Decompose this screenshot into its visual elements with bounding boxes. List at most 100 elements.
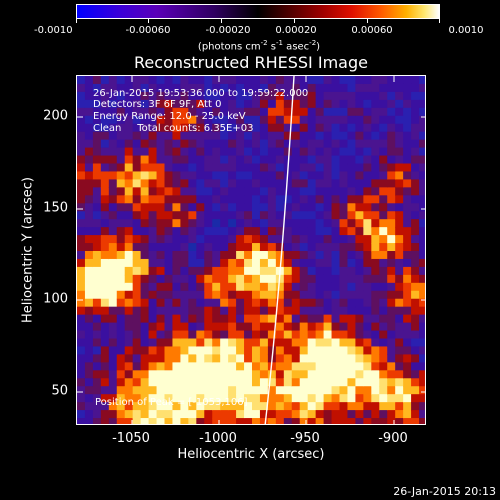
heatmap-cell <box>339 211 349 220</box>
heatmap-cell <box>403 107 412 117</box>
heatmap-cell <box>259 346 269 355</box>
heatmap-cell <box>403 322 412 332</box>
heatmap-cell <box>323 322 333 332</box>
heatmap-cell <box>252 322 261 332</box>
heatmap-cell <box>387 386 396 395</box>
heatmap-cell <box>220 139 229 149</box>
heatmap-cell <box>212 139 221 149</box>
heatmap-cell <box>92 76 102 85</box>
heatmap-cell <box>315 402 325 411</box>
heatmap-cell <box>379 410 388 419</box>
heatmap-cell <box>371 306 380 316</box>
heatmap-cell <box>100 179 110 188</box>
heatmap-cell <box>140 394 150 403</box>
heatmap-cell <box>156 298 166 308</box>
x-tick-label: -1000 <box>199 431 237 446</box>
heatmap-cell <box>299 155 309 165</box>
colorbar-tick <box>148 19 149 23</box>
heatmap-cell <box>331 394 341 403</box>
heatmap-cell <box>355 298 364 308</box>
heatmap-cell <box>395 378 404 387</box>
heatmap-cell <box>355 306 364 316</box>
heatmap-cell <box>347 115 356 125</box>
heatmap-cell <box>323 314 333 324</box>
heatmap-cell <box>331 219 341 228</box>
heatmap-cell <box>307 346 317 355</box>
heatmap-cell <box>283 362 293 371</box>
heatmap-cell <box>220 378 229 387</box>
heatmap-cell <box>363 99 372 109</box>
heatmap-cell <box>124 298 134 308</box>
heatmap-cell <box>228 306 237 316</box>
heatmap-cell <box>164 274 174 284</box>
heatmap-cell <box>283 346 293 355</box>
heatmap-cell <box>188 155 197 165</box>
heatmap-cell <box>84 243 94 252</box>
heatmap-cell <box>77 211 86 220</box>
heatmap-cell <box>204 131 213 141</box>
heatmap-cell <box>140 290 150 300</box>
heatmap-cell <box>339 163 349 173</box>
heatmap-cell <box>84 330 94 340</box>
heatmap-cell <box>363 338 372 348</box>
heatmap-cell <box>339 370 349 379</box>
heatmap-cell <box>315 298 325 308</box>
heatmap-cell <box>92 274 102 284</box>
heatmap-cell <box>84 410 94 419</box>
heatmap-cell <box>395 243 404 252</box>
heatmap-cell <box>283 282 293 292</box>
heatmap-cell <box>387 410 396 419</box>
heatmap-cell <box>267 219 277 228</box>
heatmap-cell <box>315 131 325 141</box>
heatmap-cell <box>156 410 166 419</box>
heatmap-cell <box>307 163 317 173</box>
heatmap-cell <box>156 258 166 268</box>
heatmap-cell <box>77 306 86 316</box>
heatmap-cell <box>172 123 181 133</box>
heatmap-cell <box>267 91 277 101</box>
heatmap-cell <box>172 346 181 355</box>
heatmap-cell <box>180 282 189 292</box>
heatmap-cell <box>220 76 229 85</box>
heatmap-cell <box>196 76 205 85</box>
heatmap-cell <box>172 91 181 101</box>
heatmap-cell <box>339 251 349 260</box>
heatmap-cell <box>148 418 158 424</box>
heatmap-cell <box>267 139 277 149</box>
heatmap-cell <box>156 282 166 292</box>
detectors-text: Detectors: 3F 6F 9F, Att 0 <box>93 99 222 110</box>
heatmap-cell <box>92 354 102 363</box>
heatmap-cell <box>172 330 181 340</box>
heatmap-cell <box>180 195 189 204</box>
heatmap-cell <box>164 418 174 424</box>
heatmap-cell <box>84 211 94 220</box>
heatmap-cell <box>132 338 142 348</box>
heatmap-cell <box>299 115 309 125</box>
heatmap-cell <box>291 219 301 228</box>
heatmap-cell <box>164 235 174 244</box>
heatmap-cell <box>299 274 309 284</box>
heatmap-cell <box>267 195 277 204</box>
heatmap-cell <box>84 91 94 101</box>
heatmap-cell <box>148 258 158 268</box>
heatmap-cell <box>164 83 174 93</box>
heatmap-cell <box>84 362 94 371</box>
heatmap-cell <box>92 266 102 276</box>
heatmap-cell <box>419 282 425 292</box>
heatmap-cell <box>299 139 309 149</box>
heatmap-cell <box>188 107 197 117</box>
heatmap-cell <box>92 155 102 165</box>
heatmap-cell <box>363 107 372 117</box>
heatmap-cell <box>196 346 205 355</box>
heatmap-cell <box>411 187 420 196</box>
heatmap-cell <box>92 211 102 220</box>
heatmap-cell <box>236 394 245 403</box>
heatmap-cell <box>395 211 404 220</box>
heatmap-cell <box>228 235 237 244</box>
heatmap-cell <box>403 378 412 387</box>
heatmap-cell <box>371 258 380 268</box>
heatmap-cell <box>124 219 134 228</box>
heatmap-cell <box>196 235 205 244</box>
heatmap-cell <box>403 410 412 419</box>
heatmap-cell <box>116 115 126 125</box>
